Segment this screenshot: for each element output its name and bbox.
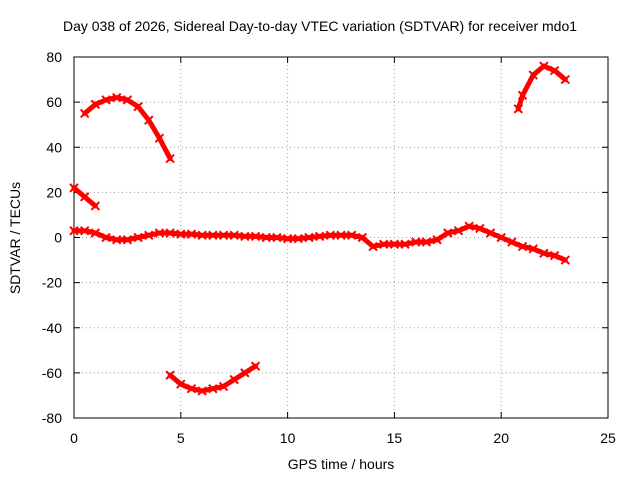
data-point [69,226,79,236]
data-point [443,228,453,238]
data-point [112,235,122,245]
data-point [154,133,165,143]
series-arc4 [513,61,570,114]
y-tick-label: -40 [42,320,62,336]
x-tick-label: 10 [280,430,296,446]
data-point [357,232,368,243]
data-point [122,95,133,105]
data-point [240,368,250,378]
data-point [282,233,293,244]
data-point [560,74,570,85]
data-point [186,383,197,394]
data-point [165,228,175,238]
x-tick-label: 25 [600,430,616,446]
data-point [229,374,239,385]
data-point [101,95,111,105]
data-point [90,201,101,211]
data-point [79,226,90,236]
data-point [186,229,197,239]
data-point [368,241,378,252]
data-point [208,383,218,394]
data-point [176,229,186,239]
data-point [464,221,474,231]
data-point [507,237,517,247]
data-point [432,235,442,245]
data-point [421,237,432,247]
data-point [304,232,314,243]
data-point [144,230,154,240]
chart-title: Day 038 of 2026, Sidereal Day-to-day VTE… [62,18,578,34]
y-tick-label: -20 [42,275,62,291]
data-point [101,232,111,243]
data-point [229,230,239,240]
data-point [261,232,271,243]
data-point [197,386,207,396]
y-tick-label: 20 [46,184,62,200]
series-arc3 [165,361,261,396]
data-point [79,108,90,119]
data-point [208,230,218,240]
data-point [453,226,464,236]
data-point [240,231,250,242]
data-point [379,239,389,249]
data-point [485,228,496,238]
data-point [411,237,421,247]
data-point [133,232,143,243]
series-arc2 [69,183,101,211]
data-point [197,230,207,240]
x-axis-label: GPS time / hours [287,456,395,472]
x-tick-label: 15 [387,430,403,446]
data-point [475,223,485,234]
data-point [560,255,570,265]
x-tick-label: 0 [70,430,78,446]
data-point [400,239,410,249]
data-point [176,379,186,389]
plot-border [73,56,609,419]
data-point [496,232,506,243]
data-point [79,192,90,202]
data-point [122,235,133,245]
data-point [90,99,101,110]
data-point [133,101,143,112]
data-point [517,90,528,101]
data-point [549,250,560,261]
data-point [539,248,549,259]
data-point [513,104,523,114]
data-point [144,115,154,125]
data-point [165,153,175,164]
y-tick-label: 80 [46,49,62,65]
x-tick-label: 5 [177,430,185,446]
x-tick-label: 20 [493,430,509,446]
data-point [250,231,261,242]
y-tick-label: 40 [46,139,62,155]
y-tick-label: 0 [54,230,62,246]
data-point [218,230,229,240]
data-point [549,65,560,76]
data-point [528,70,538,80]
data-point [389,239,400,249]
data-point [112,92,122,103]
data-point [293,233,303,244]
y-axis-label: SDTVAR / TECUs [7,181,23,295]
data-point [250,361,261,371]
y-tick-label: -60 [42,365,62,381]
data-point [272,232,282,243]
data-point [336,230,346,240]
y-tick-label: -80 [42,410,62,426]
data-point [90,228,101,238]
data-point [69,183,79,193]
data-point [325,230,336,240]
data-point [218,381,229,392]
y-tick-label: 60 [46,94,62,110]
series-main [69,221,570,265]
data-point [517,241,528,252]
data-point [165,370,175,380]
data-point [539,61,549,71]
data-point [528,244,538,254]
data-point [314,231,325,242]
series-arc1 [79,92,175,164]
data-point [154,228,165,238]
data-point [346,230,357,240]
